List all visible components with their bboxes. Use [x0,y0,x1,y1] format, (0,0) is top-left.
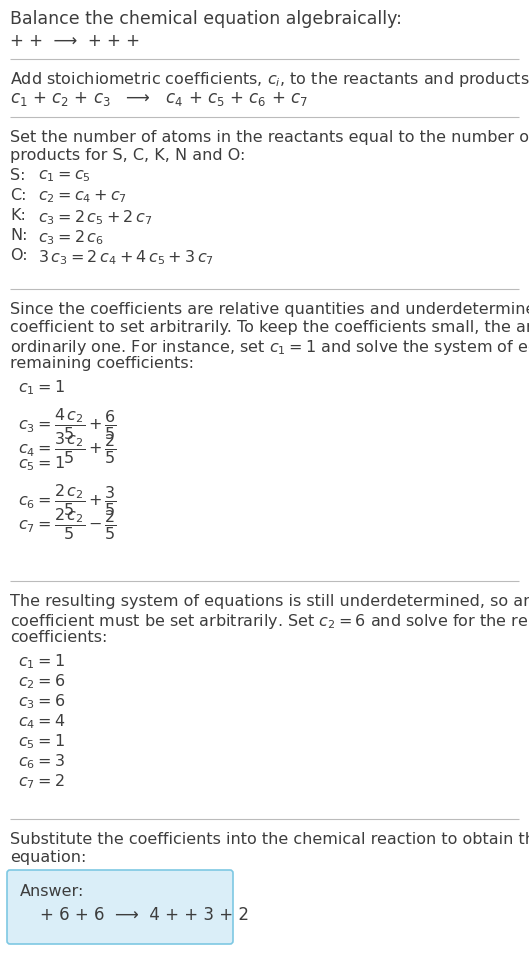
Text: $c_3 = \dfrac{4\,c_2}{5} + \dfrac{6}{5}$: $c_3 = \dfrac{4\,c_2}{5} + \dfrac{6}{5}$ [18,406,117,441]
Text: S:: S: [10,168,25,183]
Text: $c_7 = \dfrac{2\,c_2}{5} - \dfrac{2}{5}$: $c_7 = \dfrac{2\,c_2}{5} - \dfrac{2}{5}$ [18,505,117,541]
Text: The resulting system of equations is still underdetermined, so an additional: The resulting system of equations is sti… [10,593,529,608]
Text: coefficients:: coefficients: [10,629,107,644]
Text: $c_6 = \dfrac{2\,c_2}{5} + \dfrac{3}{5}$: $c_6 = \dfrac{2\,c_2}{5} + \dfrac{3}{5}$ [18,481,117,517]
Text: K:: K: [10,208,26,223]
Text: + +  ⟶  + + +: + + ⟶ + + + [10,32,140,50]
Text: $c_6 = 3$: $c_6 = 3$ [18,752,65,770]
Text: ordinarily one. For instance, set $c_1 = 1$ and solve the system of equations fo: ordinarily one. For instance, set $c_1 =… [10,337,529,357]
Text: Since the coefficients are relative quantities and underdetermined, choose a: Since the coefficients are relative quan… [10,302,529,317]
Text: $c_2 = c_4 + c_7$: $c_2 = c_4 + c_7$ [38,187,127,205]
Text: coefficient must be set arbitrarily. Set $c_2 = 6$ and solve for the remaining: coefficient must be set arbitrarily. Set… [10,611,529,630]
Text: O:: O: [10,248,28,262]
Text: $c_4 = 4$: $c_4 = 4$ [18,711,65,730]
Text: $c_2 = 6$: $c_2 = 6$ [18,672,65,690]
Text: Answer:: Answer: [20,883,84,899]
Text: remaining coefficients:: remaining coefficients: [10,356,194,371]
Text: $c_5 = 1$: $c_5 = 1$ [18,731,65,750]
Text: C:: C: [10,187,26,203]
Text: Balance the chemical equation algebraically:: Balance the chemical equation algebraica… [10,10,402,28]
Text: $c_5 = 1$: $c_5 = 1$ [18,454,65,472]
Text: $c_1$ + $c_2$ + $c_3$   ⟶   $c_4$ + $c_5$ + $c_6$ + $c_7$: $c_1$ + $c_2$ + $c_3$ ⟶ $c_4$ + $c_5$ + … [10,90,308,108]
Text: + 6 + 6  ⟶  4 + + 3 + 2: + 6 + 6 ⟶ 4 + + 3 + 2 [40,905,249,923]
Text: Add stoichiometric coefficients, $c_i$, to the reactants and products:: Add stoichiometric coefficients, $c_i$, … [10,70,529,89]
Text: $c_4 = \dfrac{3\,c_2}{5} + \dfrac{2}{5}$: $c_4 = \dfrac{3\,c_2}{5} + \dfrac{2}{5}$ [18,430,117,465]
Text: $3\,c_3 = 2\,c_4 + 4\,c_5 + 3\,c_7$: $3\,c_3 = 2\,c_4 + 4\,c_5 + 3\,c_7$ [38,248,214,266]
FancyBboxPatch shape [7,870,233,944]
Text: Set the number of atoms in the reactants equal to the number of atoms in the: Set the number of atoms in the reactants… [10,130,529,145]
Text: $c_3 = 6$: $c_3 = 6$ [18,691,65,710]
Text: $c_3 = 2\,c_5 + 2\,c_7$: $c_3 = 2\,c_5 + 2\,c_7$ [38,208,152,227]
Text: $c_1 = 1$: $c_1 = 1$ [18,378,65,396]
Text: $c_3 = 2\,c_6$: $c_3 = 2\,c_6$ [38,228,104,246]
Text: products for S, C, K, N and O:: products for S, C, K, N and O: [10,148,245,162]
Text: $c_1 = 1$: $c_1 = 1$ [18,652,65,670]
Text: coefficient to set arbitrarily. To keep the coefficients small, the arbitrary va: coefficient to set arbitrarily. To keep … [10,320,529,334]
Text: Substitute the coefficients into the chemical reaction to obtain the balanced: Substitute the coefficients into the che… [10,831,529,846]
Text: N:: N: [10,228,28,243]
Text: equation:: equation: [10,850,86,864]
Text: $c_7 = 2$: $c_7 = 2$ [18,771,65,790]
Text: $c_1 = c_5$: $c_1 = c_5$ [38,168,91,184]
